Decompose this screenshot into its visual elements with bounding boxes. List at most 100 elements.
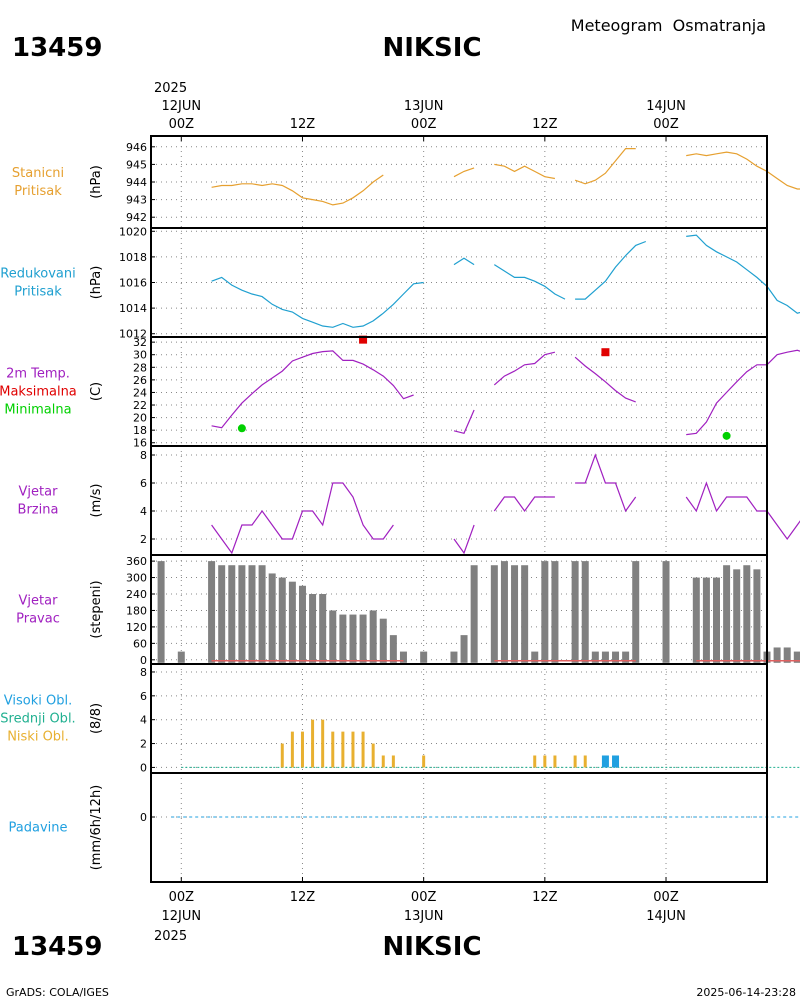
time-label-bottom: 00Z (169, 890, 195, 905)
time-label-bottom: 12Z (290, 890, 316, 905)
high-cloud-bar (601, 755, 609, 768)
station-name-top: NIKSIC (382, 33, 481, 63)
y-tick-label: 180 (126, 604, 147, 617)
station-name-bottom: NIKSIC (382, 932, 481, 962)
date-label-top: 12JUN (161, 99, 201, 114)
direction-bar (793, 651, 800, 663)
panel-label: Stanicni (12, 166, 64, 181)
direction-bar (541, 561, 549, 663)
panel-label: Pritisak (14, 184, 62, 199)
panel-label: Minimalna (4, 403, 71, 418)
panel-label: Vjetar (19, 594, 59, 609)
time-label-bottom: 00Z (653, 890, 679, 905)
panel-frame (150, 772, 768, 883)
direction-bar (581, 561, 589, 663)
y-tick-label: 943 (126, 194, 147, 207)
panel-frame (150, 135, 768, 229)
direction-bar (692, 577, 700, 663)
y-tick-label: 20 (133, 412, 147, 425)
y-tick-label: 8 (140, 666, 147, 679)
direction-bar (329, 610, 337, 663)
panel-label: Pravac (16, 612, 60, 627)
direction-bar (177, 651, 185, 663)
low-cloud-bar (553, 755, 557, 768)
direction-bar (622, 651, 630, 663)
low-cloud-bar (583, 755, 587, 768)
direction-bar (733, 569, 741, 663)
low-cloud-bar (391, 755, 395, 768)
direction-bar (379, 618, 387, 663)
low-cloud-bar (573, 755, 577, 768)
plot-area: 942943944945946(hPa)StanicniPritisak1012… (0, 99, 800, 924)
direction-bar (319, 594, 327, 663)
panel-label: Niski Obl. (7, 730, 69, 745)
direction-bar (531, 651, 539, 663)
low-cloud-bar (533, 755, 537, 768)
y-tick-label: 8 (140, 449, 147, 462)
series-line (453, 524, 475, 555)
direction-bar (339, 614, 347, 663)
direction-bar (258, 565, 266, 663)
panel-label: Padavine (9, 821, 68, 836)
low-cloud-bar (331, 731, 335, 768)
low-cloud-bar (351, 731, 355, 768)
timestamp-label: 2025-06-14-23:28 (696, 986, 796, 999)
low-cloud-bar (290, 731, 294, 768)
direction-bar (278, 577, 286, 663)
y-tick-label: 24 (133, 386, 147, 399)
series-line (211, 174, 384, 206)
y-tick-label: 1020 (119, 225, 147, 238)
low-cloud-bar (321, 719, 325, 768)
y-tick-label: 28 (133, 361, 147, 374)
panel-frame (150, 227, 768, 338)
y-tick-label: 30 (133, 349, 147, 362)
time-label-top: 00Z (411, 117, 437, 132)
unit-label: (8/8) (89, 703, 104, 734)
low-cloud-bar (543, 755, 547, 768)
direction-bar (500, 561, 508, 663)
unit-label: (mm/6h/12h) (89, 785, 104, 871)
y-tick-label: 944 (126, 176, 147, 189)
direction-bar (218, 565, 226, 663)
series-line (211, 350, 414, 429)
time-label-bottom: 00Z (411, 890, 437, 905)
y-tick-label: 32 (133, 336, 147, 349)
direction-bar (248, 565, 256, 663)
direction-bar (268, 573, 276, 663)
tmax-marker (359, 335, 368, 344)
y-tick-label: 942 (126, 211, 147, 224)
direction-bar (632, 561, 640, 663)
y-tick-label: 2 (140, 533, 147, 546)
date-label-top: 14JUN (646, 99, 686, 114)
panel-clouds: 0 2 4 6 8 (8/8) Visoki Obl. Srednji Obl. Niski O… (0, 663, 800, 774)
panel-frame (150, 445, 768, 556)
low-cloud-bar (361, 731, 365, 768)
series-line (211, 276, 424, 328)
panel-label: Visoki Obl. (4, 694, 72, 709)
direction-bar (783, 647, 791, 663)
low-cloud-bar (280, 743, 284, 768)
direction-bar (389, 635, 397, 663)
y-tick-label: 0 (140, 811, 147, 824)
panel-pressure: 942 943 944 945 946 (hPa) Stanicni Pritisak (12, 135, 800, 229)
year-top: 2025 (154, 81, 187, 96)
y-tick-label: 120 (126, 621, 147, 634)
tmax-marker (601, 348, 610, 357)
credit-label: GrADS: COLA/IGES (6, 986, 109, 999)
panel-label: Srednji Obl. (0, 712, 75, 727)
date-label-bottom: 12JUN (161, 909, 201, 924)
direction-bar (551, 561, 559, 663)
direction-bar (359, 614, 367, 663)
panel-wind_speed: 2 4 6 8 (m/s) Vjetar Brzina (18, 445, 800, 556)
low-cloud-bar (300, 731, 304, 768)
direction-bar (238, 565, 246, 663)
series-line (686, 234, 800, 314)
panel-frame (150, 663, 768, 774)
direction-bar (288, 581, 296, 663)
low-cloud-bar (381, 755, 385, 768)
y-tick-label: 16 (133, 437, 147, 450)
low-cloud-bar (422, 755, 426, 768)
y-tick-label: 946 (126, 141, 147, 154)
direction-bar (753, 569, 761, 663)
series-line (686, 151, 800, 190)
